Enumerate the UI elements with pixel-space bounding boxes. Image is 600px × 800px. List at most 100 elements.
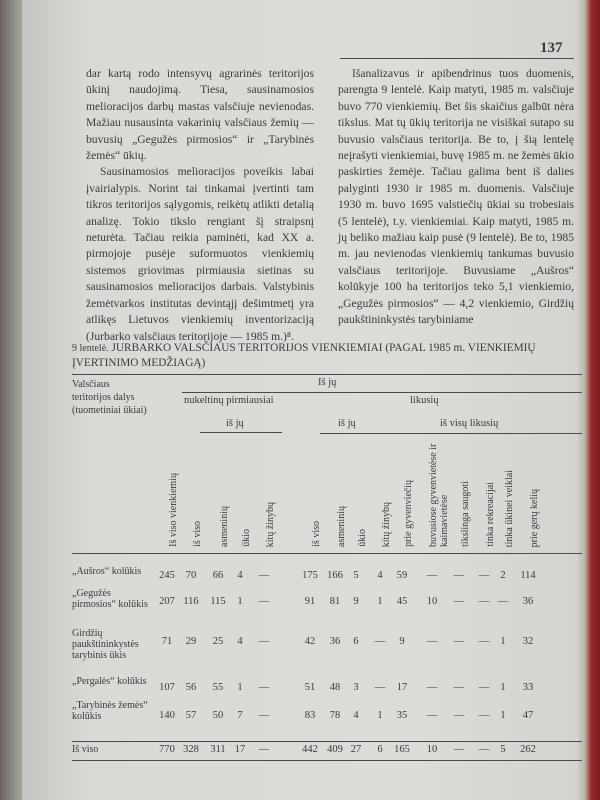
column-header: ūkio <box>357 529 368 547</box>
column-header: prie gerų kelių <box>529 488 540 547</box>
rule <box>182 392 582 393</box>
table-cell: 48 <box>329 682 341 693</box>
table-cell: 165 <box>394 744 410 755</box>
table-cell: 4 <box>377 570 383 581</box>
table-cell: 51 <box>304 682 316 693</box>
table-cell: 91 <box>304 596 316 607</box>
stub-header: Valsčiaus teritorijos dalys (tuometiniai… <box>72 379 147 416</box>
table-cell: 116 <box>183 596 199 607</box>
table-cell: 36 <box>329 636 341 647</box>
table-cell: 207 <box>159 596 175 607</box>
header-likusiu: likusių <box>410 395 439 406</box>
row-name: „Pergalės“ kolūkis <box>72 676 147 687</box>
table-cell: 409 <box>327 744 343 755</box>
table-cell: 32 <box>522 636 534 647</box>
table-cell: — <box>478 570 490 581</box>
table-cell: — <box>258 710 270 721</box>
row-name: „Aušros“ kolūkis <box>72 566 142 577</box>
column-header: asmeninių <box>219 505 230 547</box>
column-header: Iš viso vienkiemių <box>168 473 179 547</box>
header-is-ju-2: iš jų <box>338 418 356 429</box>
table-cell: — <box>478 682 490 693</box>
table-cell: — <box>478 636 490 647</box>
table-cell: 56 <box>185 682 197 693</box>
table-cell: 66 <box>212 570 224 581</box>
table-cell: — <box>453 710 465 721</box>
table-cell: 78 <box>329 710 341 721</box>
table-cell: — <box>426 570 438 581</box>
table-cell: 5 <box>353 570 359 581</box>
table-cell: — <box>478 596 490 607</box>
table-cell: 1 <box>237 596 243 607</box>
paragraph: Sausinamosios melioracijos poveikis laba… <box>86 165 314 343</box>
table-cell: — <box>258 682 270 693</box>
table-cell: 17 <box>234 744 246 755</box>
column-header: tinka ūkinei veiklai <box>504 469 515 547</box>
column-header: kitų žinybų <box>265 501 276 547</box>
table-cell: 175 <box>302 570 318 581</box>
table-label: 9 lentelė. <box>72 343 109 354</box>
column-header: prie gyvenviečių <box>403 480 414 547</box>
table-cell: 442 <box>302 744 318 755</box>
column-header: iš viso <box>192 521 203 547</box>
table-cell: 115 <box>210 596 226 607</box>
table-cell: 27 <box>350 744 362 755</box>
table-cell: — <box>478 710 490 721</box>
table-cell: 262 <box>520 744 536 755</box>
total-rule <box>72 741 582 742</box>
table-cell: — <box>426 682 438 693</box>
page-number: 137 <box>540 40 563 56</box>
table-cell: 5 <box>500 744 506 755</box>
table-title: JURBARKO VALSČIAUS TERITORIJOS VIENKIEMI… <box>72 342 536 369</box>
table-bottom-rule <box>72 760 582 761</box>
table-cell: — <box>258 636 270 647</box>
table-cell: 25 <box>212 636 224 647</box>
table-cell: 45 <box>396 596 408 607</box>
header-is-visu-likusiu: iš visų likusių <box>440 418 499 429</box>
table-cell: 33 <box>522 682 534 693</box>
table-cell: 7 <box>237 710 243 721</box>
header-nukeltinu: nukeltinų pirmiausiai <box>184 395 274 406</box>
column-header: buvusiose gyvenvietėse ir kaimavietėse <box>428 443 450 547</box>
table-cell: — <box>453 744 465 755</box>
left-text-column: dar kartą rodo intensyvų agrarinės terit… <box>86 66 314 345</box>
book-page <box>22 0 578 800</box>
table-cell: 81 <box>329 596 341 607</box>
table-cell: 1 <box>377 596 383 607</box>
header-rule <box>340 58 574 59</box>
table-cell: 83 <box>304 710 316 721</box>
table-cell: — <box>258 744 270 755</box>
table-cell: 1 <box>500 710 506 721</box>
row-name: „Gegužės pirmosios“ kolūkis <box>72 588 148 610</box>
table-cell: — <box>453 570 465 581</box>
table-cell: 2 <box>500 570 506 581</box>
rule <box>320 433 582 434</box>
row-name: Girdžių paukštininkystės tarybinis ūkis <box>72 628 139 661</box>
table-cell: 59 <box>396 570 408 581</box>
table-cell: 6 <box>353 636 359 647</box>
table-cell: — <box>258 570 270 581</box>
paragraph: Išanalizavus ir apibendrinus tuos duomen… <box>338 67 575 327</box>
table-cell: 311 <box>210 744 226 755</box>
header-bottom-rule <box>72 553 582 554</box>
table-cell: 35 <box>396 710 408 721</box>
table-cell: 71 <box>161 636 173 647</box>
table-cell: 42 <box>304 636 316 647</box>
header-is-ju: Iš jų <box>318 377 337 388</box>
column-header: tinka rekreacijai <box>485 482 496 547</box>
table-cell: — <box>453 596 465 607</box>
paragraph: dar kartą rodo intensyvų agrarinės terit… <box>86 67 314 163</box>
table-cell: 107 <box>159 682 175 693</box>
table-cell: — <box>374 682 386 693</box>
column-header: iš viso <box>311 521 322 547</box>
table-cell: 10 <box>426 596 438 607</box>
table-cell: 47 <box>522 710 534 721</box>
table-cell: 36 <box>522 596 534 607</box>
table-cell: — <box>478 744 490 755</box>
header-is-ju-1: iš jų <box>226 418 244 429</box>
table-cell: — <box>453 682 465 693</box>
rule <box>200 432 282 433</box>
row-name: „Tarybinės žemės“ kolūkis <box>72 700 148 722</box>
table-cell: 166 <box>327 570 343 581</box>
table-cell: 328 <box>183 744 199 755</box>
